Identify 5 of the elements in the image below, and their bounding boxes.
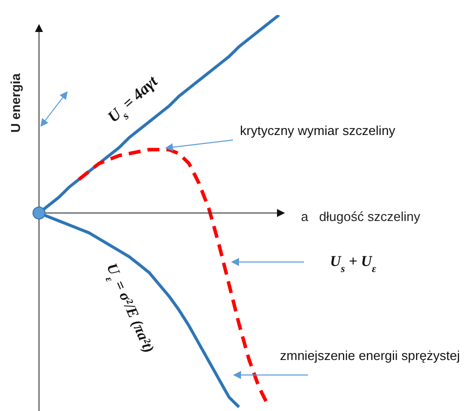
annotation: krytyczny wymiar szczeliny — [240, 123, 396, 138]
y-axis-title: U energia — [8, 72, 23, 133]
x-axis-title: a długość szczeliny — [301, 209, 421, 224]
text: U$_{s}$ + U$_{ε}$ — [330, 254, 377, 274]
annotation: zmniejszenie energii sprężystej — [280, 348, 460, 363]
